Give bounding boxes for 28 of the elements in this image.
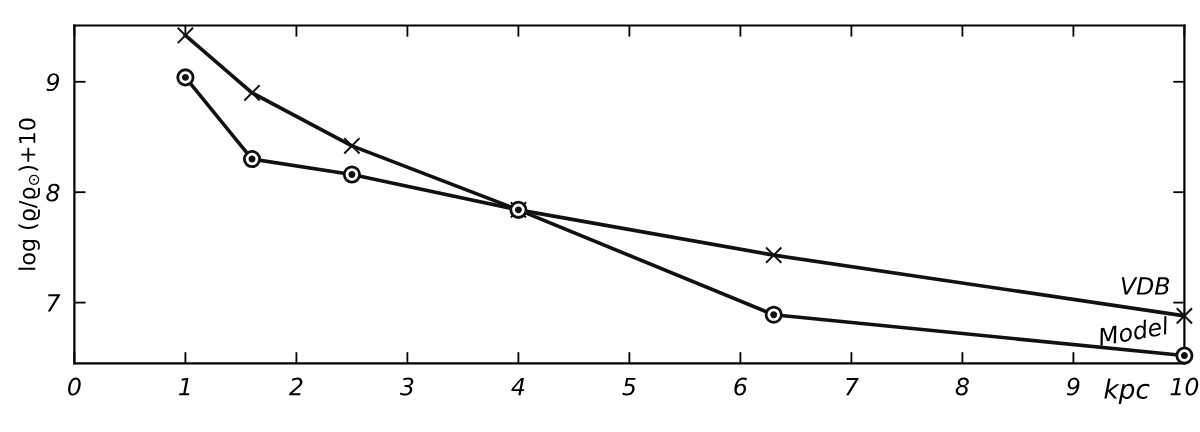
point bbox=[765, 246, 783, 264]
x-tick-label: 6 bbox=[734, 377, 747, 396]
x-tick-label: 10 bbox=[1170, 377, 1199, 396]
x-tick-label: 1 bbox=[179, 377, 190, 396]
y-tick-label: 7 bbox=[47, 294, 61, 312]
point bbox=[243, 84, 261, 102]
y-axis-title: log (ϱ/ϱ$_{⊙}$)+10 bbox=[18, 118, 40, 270]
point bbox=[343, 137, 361, 155]
text: Model bbox=[1097, 315, 1170, 347]
y-tick-label: 9 bbox=[46, 73, 60, 92]
x-tick-label: 9 bbox=[1066, 377, 1080, 396]
y-tick-label: 8 bbox=[46, 183, 60, 202]
point bbox=[242, 150, 262, 169]
point bbox=[176, 26, 195, 45]
series-label: VDB bbox=[1121, 277, 1170, 295]
x-tick-label: 7 bbox=[846, 377, 859, 396]
x-tick-label: 3 bbox=[399, 377, 414, 396]
x-tick-label: 0 bbox=[68, 377, 81, 396]
x-tick-label: 5 bbox=[622, 377, 636, 396]
point bbox=[342, 165, 361, 184]
point bbox=[176, 68, 195, 87]
point bbox=[1175, 307, 1194, 325]
point bbox=[764, 305, 783, 324]
point bbox=[1175, 346, 1194, 365]
x-tick-label: 8 bbox=[955, 377, 969, 396]
x-tick-label: 2 bbox=[288, 377, 303, 396]
x-tick-label: 4 bbox=[511, 377, 525, 396]
x-axis-title: kpc bbox=[1104, 378, 1150, 405]
